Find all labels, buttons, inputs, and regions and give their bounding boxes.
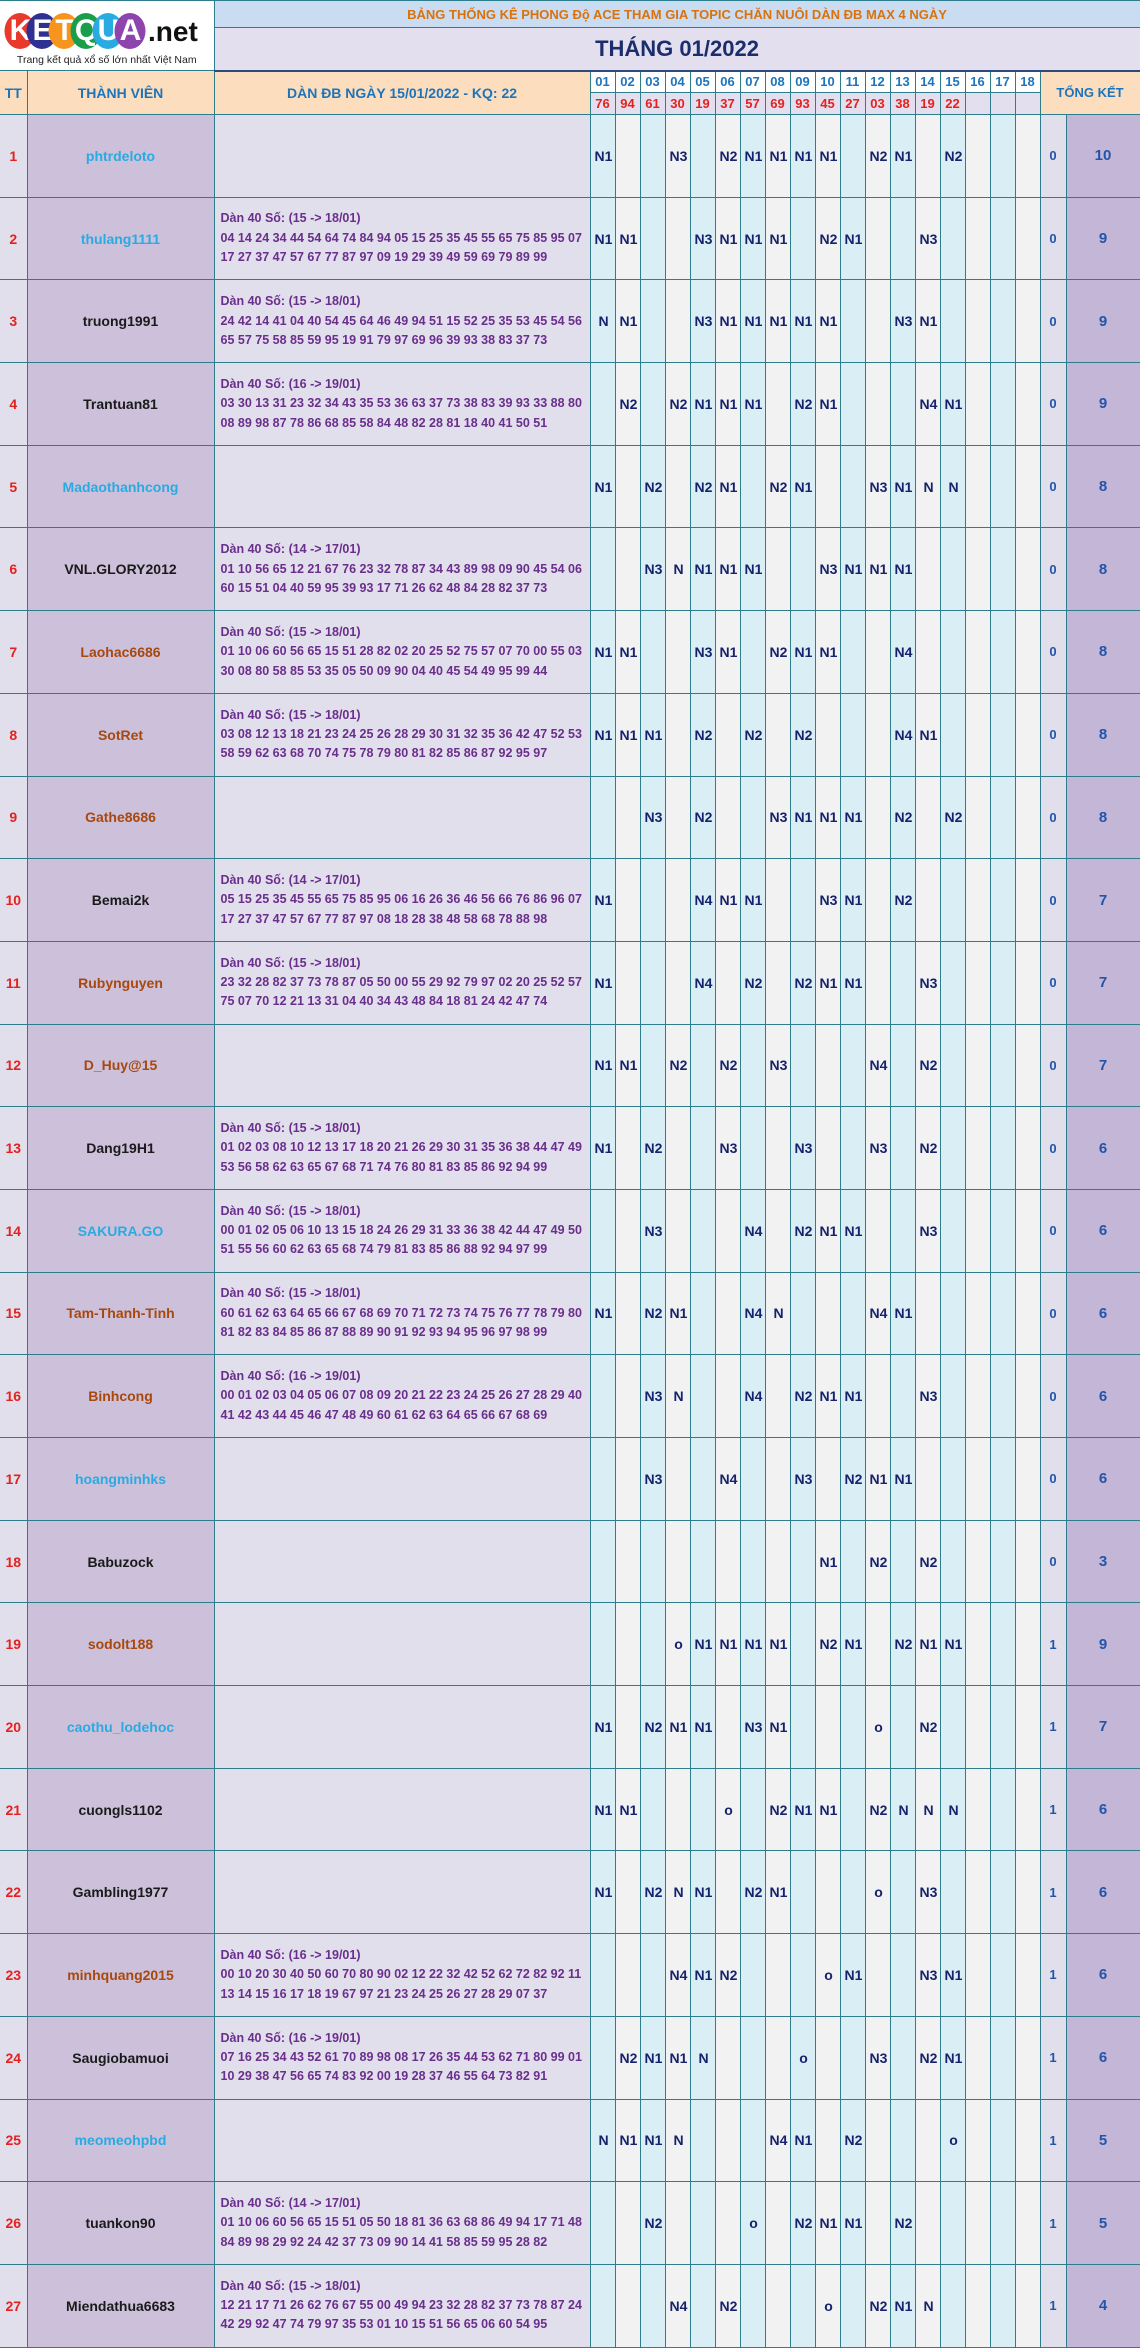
svg-text:.net: .net xyxy=(148,16,198,47)
svg-text:A: A xyxy=(119,14,141,47)
